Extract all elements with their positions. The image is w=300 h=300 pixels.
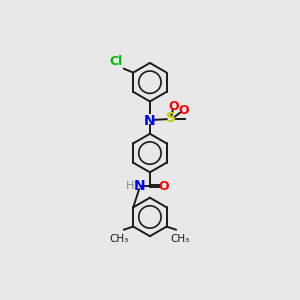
Text: H: H	[126, 181, 134, 191]
Text: Cl: Cl	[109, 55, 122, 68]
Text: O: O	[158, 180, 169, 193]
Text: N: N	[144, 114, 156, 128]
Text: O: O	[169, 100, 179, 112]
Text: O: O	[178, 104, 189, 117]
Text: CH₃: CH₃	[110, 234, 129, 244]
Text: S: S	[167, 111, 176, 125]
Text: CH₃: CH₃	[171, 234, 190, 244]
Text: N: N	[133, 179, 145, 193]
